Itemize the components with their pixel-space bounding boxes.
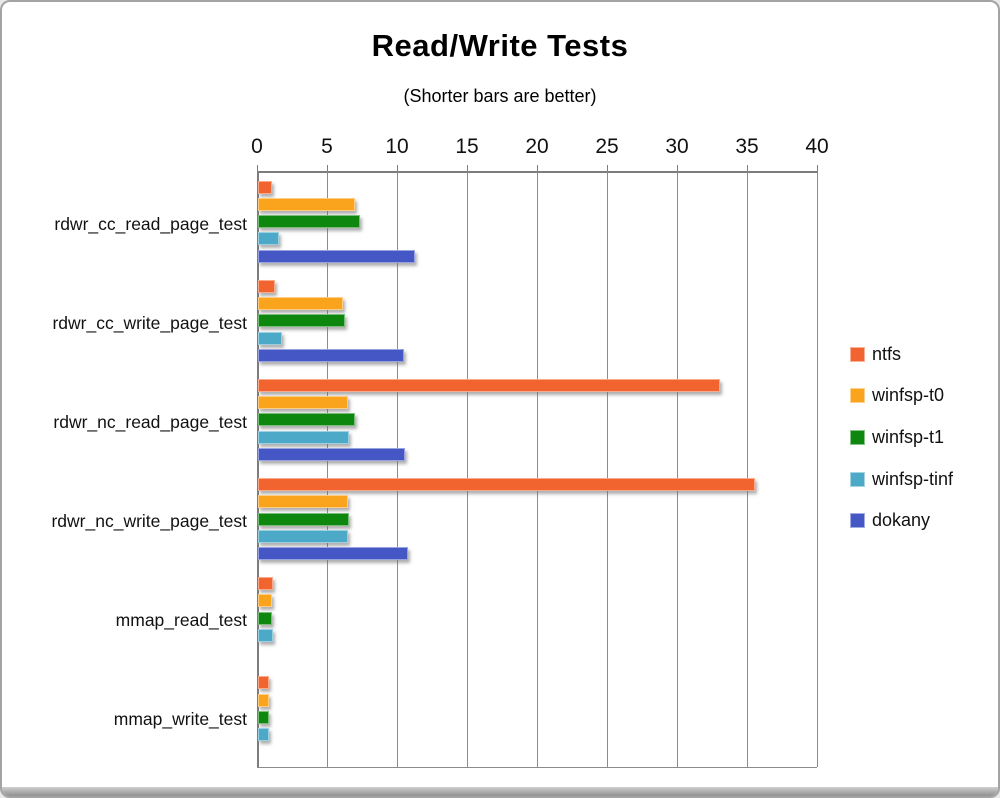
legend-item-winfsp-t0: winfsp-t0 <box>850 385 945 406</box>
gridline-20 <box>536 172 538 767</box>
bar-ntfs <box>258 478 755 491</box>
bar-winfsp-t1 <box>258 314 345 328</box>
x-tick-label: 40 <box>805 135 829 158</box>
tick-mark-35 <box>747 165 748 172</box>
gridline-0 <box>257 172 259 767</box>
gridline-15 <box>466 172 468 767</box>
bar-winfsp-t1 <box>258 611 272 625</box>
bar-winfsp-tinf <box>258 529 348 543</box>
bar-ntfs <box>258 378 720 392</box>
legend-item-ntfs: ntfs <box>850 343 902 364</box>
bar-winfsp-t0 <box>258 197 355 211</box>
x-tick-label: 35 <box>735 135 759 158</box>
bar-winfsp-t1 <box>258 215 361 229</box>
legend-label: winfsp-t0 <box>872 385 945 406</box>
bar-winfsp-tinf <box>258 430 349 444</box>
bar-winfsp-t0 <box>258 296 344 310</box>
legend-item-dokany: dokany <box>850 510 931 531</box>
tick-mark-10 <box>397 165 398 172</box>
x-tick-label: 15 <box>455 135 479 158</box>
x-tick-label: 0 <box>251 135 263 158</box>
gridline-35 <box>746 172 748 767</box>
legend-swatch-dokany <box>850 513 865 529</box>
bar-winfsp-tinf <box>258 331 282 345</box>
bar-dokany <box>258 547 408 561</box>
x-tick-label: 10 <box>385 135 409 158</box>
legend-swatch-winfsp-tinf <box>850 471 865 487</box>
bar-dokany <box>258 448 405 462</box>
gridline-30 <box>676 172 678 767</box>
bar-winfsp-t0 <box>258 594 272 608</box>
category-label: rdwr_nc_read_page_test <box>53 411 247 432</box>
category-label: rdwr_cc_read_page_test <box>54 213 247 234</box>
gridline-10 <box>396 172 398 767</box>
category-label: mmap_write_test <box>113 709 247 730</box>
legend-label: ntfs <box>872 343 902 364</box>
gridline-40 <box>816 172 818 767</box>
bar-ntfs <box>258 577 274 591</box>
legend-label: winfsp-tinf <box>872 468 954 489</box>
bar-ntfs <box>258 279 275 293</box>
bar-winfsp-tinf <box>258 629 274 643</box>
legend-swatch-winfsp-t0 <box>850 388 865 404</box>
legend-label: dokany <box>872 510 931 531</box>
chart-title: Read/Write Tests <box>371 28 629 63</box>
tick-mark-20 <box>537 165 538 172</box>
bar-winfsp-t0 <box>258 396 348 410</box>
bar-winfsp-t1 <box>258 413 355 427</box>
tick-mark-40 <box>817 165 818 172</box>
bar-winfsp-t1 <box>258 512 349 526</box>
category-label: rdwr_nc_write_page_test <box>51 511 247 532</box>
category-label: mmap_read_test <box>115 610 247 631</box>
bar-winfsp-t0 <box>258 693 270 707</box>
x-tick-label: 30 <box>665 135 689 158</box>
legend-swatch-winfsp-t1 <box>850 429 865 445</box>
plot-bottom-border <box>257 767 817 768</box>
x-tick-label: 20 <box>525 135 549 158</box>
bar-winfsp-tinf <box>258 728 270 742</box>
legend: ntfs winfsp-t0 winfsp-t1 winfsp-tinf dokany <box>850 343 998 565</box>
bar-winfsp-t0 <box>258 495 348 509</box>
bar-winfsp-t1 <box>258 710 270 724</box>
x-tick-label: 5 <box>321 135 333 158</box>
bar-dokany <box>258 348 404 362</box>
legend-item-winfsp-tinf: winfsp-tinf <box>850 468 954 489</box>
tick-mark-5 <box>327 165 328 172</box>
x-tick-label: 25 <box>595 135 619 158</box>
bar-dokany <box>258 249 415 263</box>
tick-mark-25 <box>607 165 608 172</box>
bar-winfsp-tinf <box>258 232 279 246</box>
plot-area <box>257 165 818 768</box>
tick-mark-0 <box>257 165 258 172</box>
gridline-5 <box>326 172 328 767</box>
bar-ntfs <box>258 180 272 194</box>
gridline-25 <box>606 172 608 767</box>
bar-ntfs <box>258 676 270 690</box>
legend-item-winfsp-t1: winfsp-t1 <box>850 426 945 447</box>
window-bottom-edge <box>2 787 998 796</box>
legend-label: winfsp-t1 <box>872 426 945 447</box>
chart-subtitle: (Shorter bars are better) <box>403 86 597 106</box>
category-label: rdwr_cc_write_page_test <box>52 312 247 333</box>
tick-mark-30 <box>677 165 678 172</box>
tick-mark-15 <box>467 165 468 172</box>
legend-swatch-ntfs <box>850 346 865 362</box>
